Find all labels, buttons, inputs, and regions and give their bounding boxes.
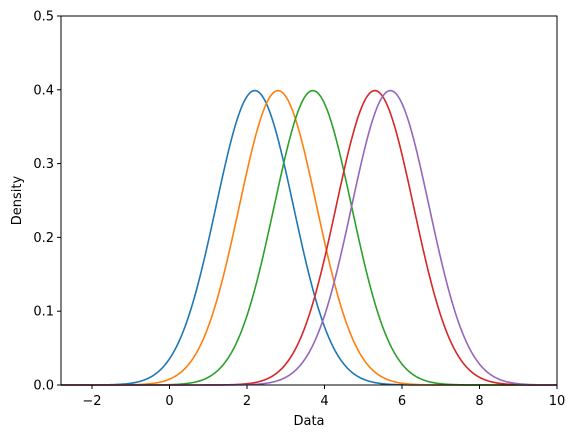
y-tick-label: 0.2 (33, 231, 54, 246)
x-tick-label: 8 (475, 394, 483, 409)
y-tick-label: 0.1 (33, 305, 54, 320)
y-tick-label: 0.4 (33, 83, 54, 98)
x-tick-label: 2 (243, 394, 251, 409)
plot-frame (60, 15, 558, 386)
y-axis-label: Density (10, 175, 25, 225)
x-tick-label: 0 (165, 394, 173, 409)
y-tick-label: 0.0 (33, 379, 54, 394)
x-tick-label: −2 (82, 394, 101, 409)
x-tick-label: 10 (549, 394, 566, 409)
y-axis: 0.0 0.1 0.2 0.3 0.4 0.5 (33, 10, 61, 394)
x-tick-label: 4 (320, 394, 328, 409)
x-axis-label: Data (293, 414, 324, 429)
x-tick-label: 6 (398, 394, 406, 409)
x-axis: −2 0 2 4 6 8 10 (82, 385, 565, 409)
plot-background (61, 16, 557, 385)
y-tick-label: 0.3 (33, 157, 54, 172)
y-tick-label: 0.5 (33, 10, 54, 25)
